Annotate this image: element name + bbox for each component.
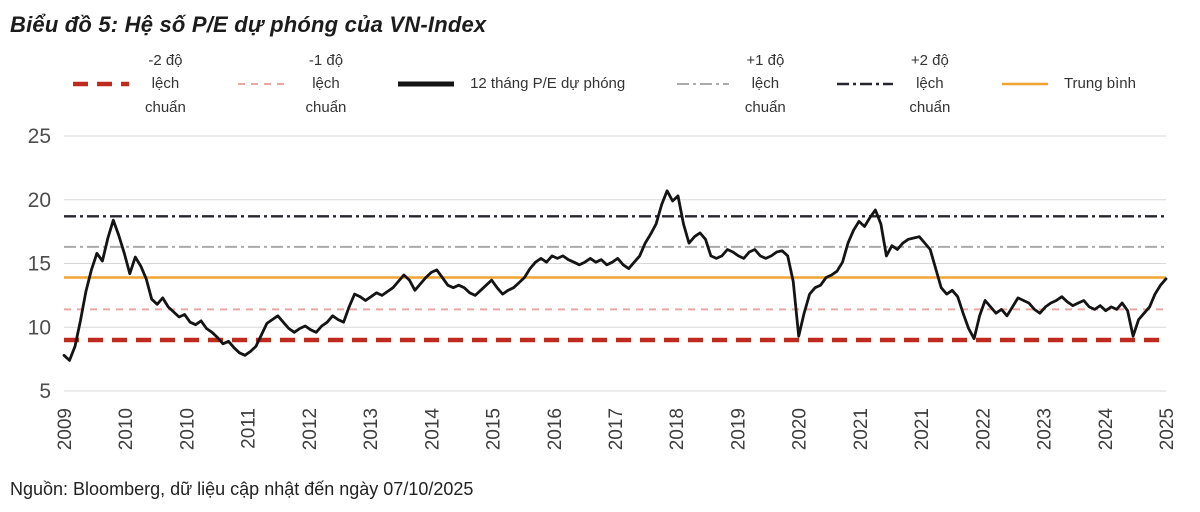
legend-label-plus-1sd: +1 độ lệch chuẩn xyxy=(744,52,786,116)
x-tick-label: 2020 xyxy=(790,408,811,450)
page-title: Biểu đồ 5: Hệ số P/E dự phóng của VN-Ind… xyxy=(10,12,487,37)
y-tick-label: 5 xyxy=(39,380,51,403)
x-tick-label: 2022 xyxy=(973,408,994,450)
legend-item-plus-1sd: +1 độ lệch chuẩn xyxy=(676,49,786,119)
x-tick-label: 2010 xyxy=(116,408,137,450)
x-tick-label: 2024 xyxy=(1096,408,1117,451)
y-tick-label: 10 xyxy=(28,316,51,339)
legend-swatch-pe-series-icon xyxy=(398,81,455,87)
y-tick-label: 20 xyxy=(28,189,51,212)
legend-label-minus-1sd: -1 độ lệch chuẩn xyxy=(305,52,347,116)
x-tick-label: 2025 xyxy=(1157,408,1178,450)
pe-series-line xyxy=(62,189,1168,362)
x-tick-label: 2023 xyxy=(1035,408,1056,450)
x-tick-label: 2009 xyxy=(55,408,76,450)
x-tick-label: 2021 xyxy=(912,408,933,450)
x-tick-label: 2011 xyxy=(239,408,260,449)
legend-label-mean: Trung bình xyxy=(1063,75,1136,93)
y-tick-label: 15 xyxy=(28,253,51,276)
x-tick-label: 2015 xyxy=(484,408,505,450)
chart-legend: -2 độ lệch chuẩn -1 độ lệch chuẩn 12 thá… xyxy=(0,40,1200,122)
legend-swatch-plus-2sd-icon xyxy=(837,82,894,86)
legend-label-plus-2sd: +2 độ lệch chuẩn xyxy=(909,52,951,116)
x-tick-label: 2014 xyxy=(422,408,443,451)
source-note: Nguồn: Bloomberg, dữ liệu cập nhật đến n… xyxy=(10,479,474,499)
legend-label-minus-2sd: -2 độ lệch chuẩn xyxy=(145,52,186,116)
legend-item-minus-1sd: -1 độ lệch chuẩn xyxy=(237,49,347,119)
legend-item-pe-series: 12 tháng P/E dự phóng xyxy=(397,72,625,95)
y-tick-label: 25 xyxy=(28,125,51,148)
legend-item-minus-2sd: -2 độ lệch chuẩn xyxy=(72,49,186,119)
x-tick-label: 2021 xyxy=(851,408,872,450)
x-tick-label: 2017 xyxy=(606,408,627,450)
x-tick-label: 2016 xyxy=(545,408,566,450)
legend-swatch-plus-1sd-icon xyxy=(676,83,729,85)
x-tick-label: 2013 xyxy=(361,408,382,450)
legend-item-mean: Trung bình xyxy=(1001,72,1136,95)
x-tick-label: 2019 xyxy=(728,408,749,450)
legend-swatch-minus-2sd-icon xyxy=(73,81,129,87)
x-tick-label: 2012 xyxy=(300,408,321,450)
x-tick-label: 2010 xyxy=(177,408,198,450)
legend-item-plus-2sd: +2 độ lệch chuẩn xyxy=(836,49,950,119)
x-tick-label: 2018 xyxy=(667,408,688,450)
legend-label-pe-series: 12 tháng P/E dự phóng xyxy=(470,75,626,93)
pe-chart: 5 10 15 20 25 2009 2010 2010 2011 2012 2013 2014 201… xyxy=(0,122,1200,470)
legend-swatch-mean-icon xyxy=(1001,82,1048,86)
legend-swatch-minus-1sd-icon xyxy=(237,83,290,85)
